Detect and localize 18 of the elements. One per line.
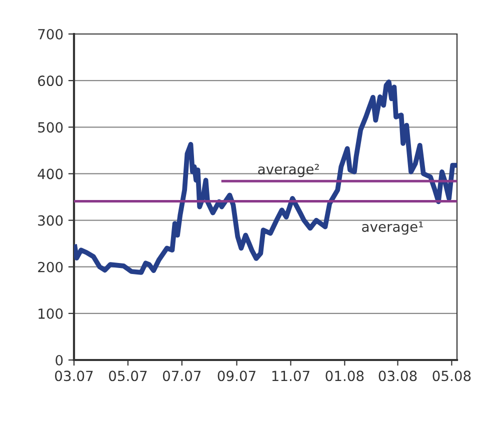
x-tick-label: 03.08 <box>378 370 417 382</box>
x-tick-label: 05.07 <box>108 370 147 382</box>
ref-line-label: average¹ <box>362 222 423 235</box>
line-series <box>74 80 457 275</box>
x-tick-label: 09.07 <box>218 370 256 382</box>
y-tick-label: 0 <box>56 354 63 366</box>
x-tick-label: 01.08 <box>326 370 364 382</box>
y-tick-label: 300 <box>38 215 63 226</box>
x-tick-label: 05.08 <box>432 370 471 382</box>
y-tick-label: 700 <box>38 28 63 40</box>
x-tick-label: 03.07 <box>55 370 93 382</box>
y-tick-label: 500 <box>38 122 63 133</box>
x-tick-label: 07.07 <box>162 370 201 382</box>
y-tick-label: 200 <box>38 262 63 272</box>
y-tick-label: 100 <box>38 308 63 319</box>
x-tick-label: 11.07 <box>272 370 310 382</box>
y-tick-label: 600 <box>38 76 63 86</box>
y-tick-label: 400 <box>38 168 63 180</box>
